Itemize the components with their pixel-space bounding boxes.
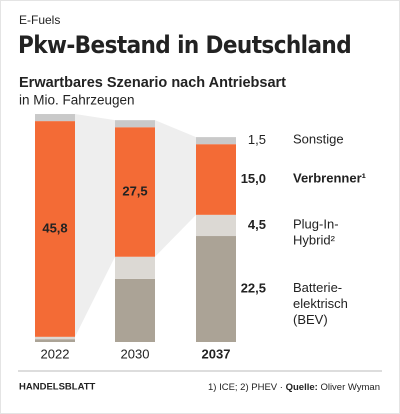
bar-segment — [35, 114, 75, 122]
value-label: 45,8 — [42, 220, 67, 235]
value-label: 1,5 — [248, 132, 266, 147]
bar-segment — [196, 137, 236, 145]
bar-segment — [115, 256, 155, 279]
bar-segment — [115, 127, 155, 257]
legend-label: Sonstige — [293, 132, 344, 147]
subtitle: Erwartbares Szenario nach Antriebsart — [19, 75, 286, 91]
bar-segment — [115, 278, 155, 342]
value-label: 22,5 — [241, 280, 266, 295]
bar-segment — [35, 336, 75, 340]
value-label: 27,5 — [122, 183, 147, 198]
bar-segment — [196, 236, 236, 342]
value-label: 4,5 — [248, 217, 266, 232]
connector — [75, 114, 115, 337]
bar-segment — [196, 214, 236, 237]
bar-segment — [35, 121, 75, 337]
footnote: 1) ICE; 2) PHEV · — [208, 382, 283, 393]
value-label: 15,0 — [241, 171, 266, 186]
chart-title: Pkw-Bestand in Deutschland — [18, 31, 351, 59]
footer-note: 1) ICE; 2) PHEV · Quelle: Oliver Wyman — [208, 382, 380, 393]
source: Oliver Wyman — [320, 382, 380, 393]
publisher: HANDELSBLATT — [19, 382, 96, 393]
kicker: E-Fuels — [19, 13, 60, 27]
unit: in Mio. Fahrzeugen — [19, 93, 135, 108]
legend-label: Plug-In-Hybrid² — [293, 217, 339, 248]
connector — [155, 120, 196, 257]
x-tick-label: 2037 — [202, 346, 231, 361]
x-tick-label: 2030 — [121, 346, 150, 361]
x-tick-label: 2022 — [41, 346, 70, 361]
legend-label: Batterie-elektrisch (BEV) — [293, 280, 348, 327]
legend-label: Verbrenner¹ — [293, 171, 366, 186]
bar-segment — [196, 144, 236, 215]
connectors — [75, 114, 196, 337]
bar-segment — [35, 339, 75, 342]
source-label: Quelle: — [286, 382, 318, 393]
bar-segment — [115, 120, 155, 128]
